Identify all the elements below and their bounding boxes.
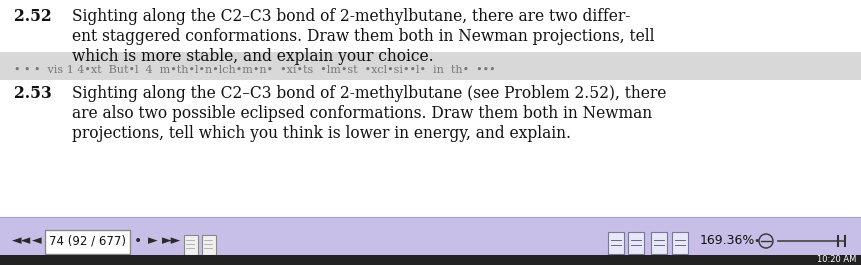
- Bar: [0, 217, 861, 265]
- Text: •: •: [134, 234, 142, 248]
- FancyBboxPatch shape: [45, 230, 130, 254]
- Text: Sighting along the C2–C3 bond of 2-methylbutane, there are two differ-: Sighting along the C2–C3 bond of 2-methy…: [72, 8, 630, 25]
- Text: 2.53: 2.53: [14, 85, 52, 102]
- Text: ►: ►: [148, 235, 158, 248]
- Bar: [672, 232, 688, 254]
- Bar: [0, 255, 861, 265]
- Text: which is more stable, and explain your choice.: which is more stable, and explain your c…: [72, 48, 434, 65]
- Text: 169.36%: 169.36%: [700, 235, 755, 248]
- Bar: [0, 0, 861, 217]
- Bar: [184, 235, 198, 255]
- Text: projections, tell which you think is lower in energy, and explain.: projections, tell which you think is low…: [72, 125, 571, 142]
- Text: 74 (92 / 677): 74 (92 / 677): [49, 235, 126, 248]
- Text: • • •  vis 1 4•xt  But•l  4  m•th•l•n•lch•m•n•  •xi•ts  •lm•st  •xcl•si••l•  in : • • • vis 1 4•xt But•l 4 m•th•l•n•lch•m•…: [14, 65, 496, 75]
- Text: are also two possible eclipsed conformations. Draw them both in Newman: are also two possible eclipsed conformat…: [72, 105, 652, 122]
- Text: ►►: ►►: [162, 235, 182, 248]
- Bar: [0, 52, 861, 80]
- Text: 10:20 AM: 10:20 AM: [816, 255, 856, 264]
- Bar: [651, 232, 667, 254]
- Text: ◄: ◄: [32, 235, 41, 248]
- Text: ent staggered conformations. Draw them both in Newman projections, tell: ent staggered conformations. Draw them b…: [72, 28, 654, 45]
- Text: •: •: [753, 236, 759, 246]
- Text: Sighting along the C2–C3 bond of 2-methylbutane (see Problem 2.52), there: Sighting along the C2–C3 bond of 2-methy…: [72, 85, 666, 102]
- Bar: [608, 232, 624, 254]
- Bar: [628, 232, 644, 254]
- Bar: [202, 235, 216, 255]
- Text: ◄◄: ◄◄: [12, 235, 31, 248]
- Text: 2.52: 2.52: [14, 8, 52, 25]
